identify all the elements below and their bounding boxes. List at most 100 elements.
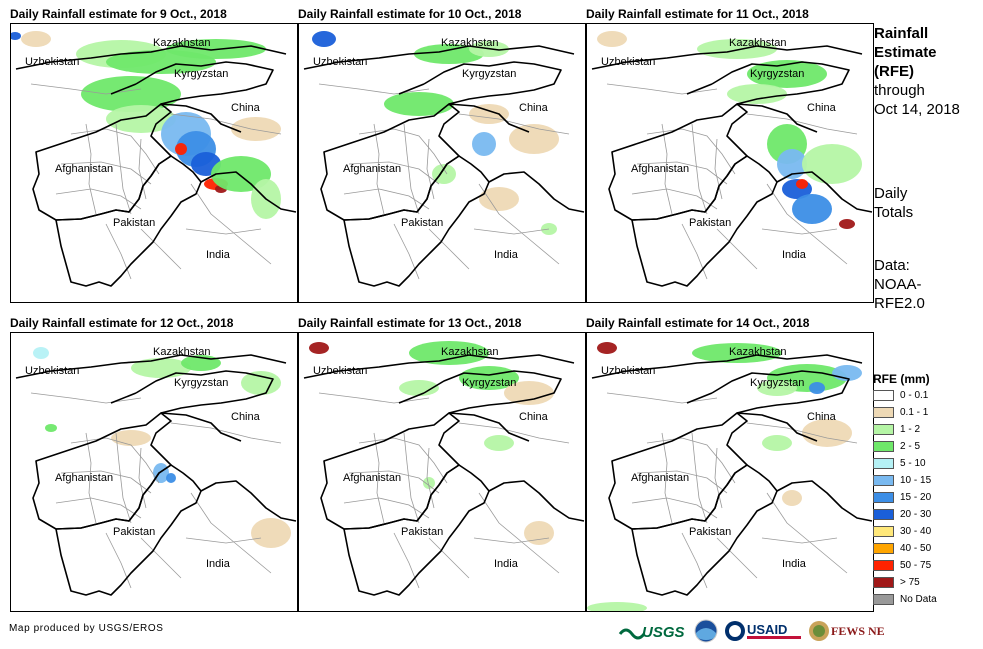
national-borders	[303, 354, 585, 596]
map-frame: Kazakhstan Uzbekistan Kyrgyzstan China A…	[10, 332, 298, 612]
legend-title: RFE (mm)	[873, 372, 930, 386]
map-panel-oct-11: Daily Rainfall estimate for 11 Oct., 201…	[586, 5, 874, 305]
rainfall-area	[81, 76, 181, 112]
rainfall-area	[11, 32, 21, 40]
rainfall-area	[106, 105, 176, 133]
side-data-source: Data: NOAA- RFE2.0	[874, 256, 979, 313]
label-afghanistan: Afghanistan	[631, 472, 689, 484]
panel-title: Daily Rainfall estimate for 10 Oct., 201…	[298, 7, 522, 21]
label-china: China	[519, 102, 549, 114]
label-kyrgyzstan: Kyrgyzstan	[174, 377, 228, 389]
legend-item: 10 - 15	[873, 472, 978, 489]
legend-label: 0.1 - 1	[900, 407, 929, 418]
side-data-line: NOAA-	[874, 276, 922, 293]
national-borders	[591, 45, 873, 287]
legend-swatch	[873, 407, 894, 418]
rainfall-area	[472, 132, 496, 156]
map-panel-oct-10: Daily Rainfall estimate for 10 Oct., 201…	[298, 5, 586, 305]
legend-item: 50 - 75	[873, 557, 978, 574]
rainfall-area	[33, 347, 49, 359]
label-uzbekistan: Uzbekistan	[25, 56, 79, 68]
label-kazakhstan: Kazakhstan	[729, 346, 786, 358]
label-afghanistan: Afghanistan	[343, 472, 401, 484]
label-kazakhstan: Kazakhstan	[153, 37, 210, 49]
label-india: India	[206, 249, 231, 261]
rainfall-area	[524, 521, 554, 545]
rainfall-map: Kazakhstan Uzbekistan Kyrgyzstan China A…	[587, 342, 873, 611]
legend-items: 0 - 0.1 0.1 - 1 1 - 2 2 - 5 5 - 10 10 - 15 15 …	[873, 387, 978, 608]
svg-text:USAID: USAID	[747, 622, 787, 637]
legend-label: > 75	[900, 577, 920, 588]
rainfall-area	[432, 164, 456, 184]
label-india: India	[782, 558, 807, 570]
map-panel-oct-12: Daily Rainfall estimate for 12 Oct., 201…	[10, 314, 298, 614]
legend-swatch	[873, 526, 894, 537]
label-pakistan: Pakistan	[401, 526, 443, 538]
label-india: India	[782, 249, 807, 261]
usgs-logo: USGS	[618, 620, 688, 642]
admin-borders	[30, 392, 282, 589]
svg-text:USGS: USGS	[642, 624, 685, 641]
legend-item: No Data	[873, 591, 978, 608]
rainfall-area	[153, 463, 169, 483]
rainfall-area	[802, 419, 852, 447]
label-pakistan: Pakistan	[401, 217, 443, 229]
noaa-logo	[694, 619, 718, 643]
label-kazakhstan: Kazakhstan	[441, 346, 498, 358]
side-title-line: Estimate	[874, 44, 937, 61]
panel-title: Daily Rainfall estimate for 13 Oct., 201…	[298, 316, 522, 330]
label-uzbekistan: Uzbekistan	[601, 56, 655, 68]
rainfall-area	[727, 84, 787, 104]
label-uzbekistan: Uzbekistan	[313, 365, 367, 377]
national-borders	[15, 354, 297, 596]
rainfall-area	[309, 342, 329, 354]
label-china: China	[231, 102, 261, 114]
legend-label: 50 - 75	[900, 560, 932, 571]
side-date: Oct 14, 2018	[874, 101, 960, 118]
side-through: through	[874, 82, 925, 99]
legend-item: 0 - 0.1	[873, 387, 978, 404]
rainfall-area	[757, 380, 797, 396]
label-uzbekistan: Uzbekistan	[601, 365, 655, 377]
admin-borders	[606, 392, 858, 589]
rainfall-area	[839, 219, 855, 229]
legend-item: 15 - 20	[873, 489, 978, 506]
rainfall-area	[809, 382, 825, 394]
label-pakistan: Pakistan	[113, 526, 155, 538]
rainfall-area	[399, 380, 439, 396]
legend-label: 40 - 50	[900, 543, 932, 554]
label-kyrgyzstan: Kyrgyzstan	[750, 68, 804, 80]
map-credit: Map produced by USGS/EROS	[9, 623, 164, 634]
legend-label: 0 - 0.1	[900, 390, 929, 401]
legend-swatch	[873, 492, 894, 503]
legend-swatch	[873, 424, 894, 435]
rainfall-area	[211, 156, 271, 192]
country-labels: Kazakhstan Uzbekistan Kyrgyzstan China A…	[313, 346, 549, 570]
rainfall-area	[796, 179, 808, 189]
admin-borders	[318, 83, 570, 280]
national-borders	[591, 354, 873, 596]
rfe-legend: RFE (mm) 0 - 0.1 0.1 - 1 1 - 2 2 - 5 5 - 10 1…	[873, 371, 978, 608]
rainfall-area	[762, 435, 792, 451]
admin-borders	[318, 392, 570, 589]
map-panel-oct-14: Daily Rainfall estimate for 14 Oct., 201…	[586, 314, 874, 614]
rainfall-layer	[587, 342, 862, 611]
label-afghanistan: Afghanistan	[55, 472, 113, 484]
label-uzbekistan: Uzbekistan	[25, 365, 79, 377]
label-kazakhstan: Kazakhstan	[153, 346, 210, 358]
country-labels: Kazakhstan Uzbekistan Kyrgyzstan China A…	[601, 37, 837, 261]
rainfall-area	[175, 143, 187, 155]
panel-title: Daily Rainfall estimate for 9 Oct., 2018	[10, 7, 227, 21]
legend-label: 2 - 5	[900, 441, 921, 452]
rainfall-area	[697, 39, 777, 59]
rainfall-area	[597, 31, 627, 47]
label-india: India	[494, 558, 519, 570]
rainfall-area	[414, 44, 484, 64]
rainfall-area	[587, 602, 647, 611]
label-pakistan: Pakistan	[113, 217, 155, 229]
rainfall-map: Kazakhstan Uzbekistan Kyrgyzstan China A…	[15, 346, 297, 596]
rainfall-area	[504, 381, 554, 405]
legend-item: 20 - 30	[873, 506, 978, 523]
label-china: China	[519, 411, 549, 423]
rainfall-area	[21, 31, 51, 47]
